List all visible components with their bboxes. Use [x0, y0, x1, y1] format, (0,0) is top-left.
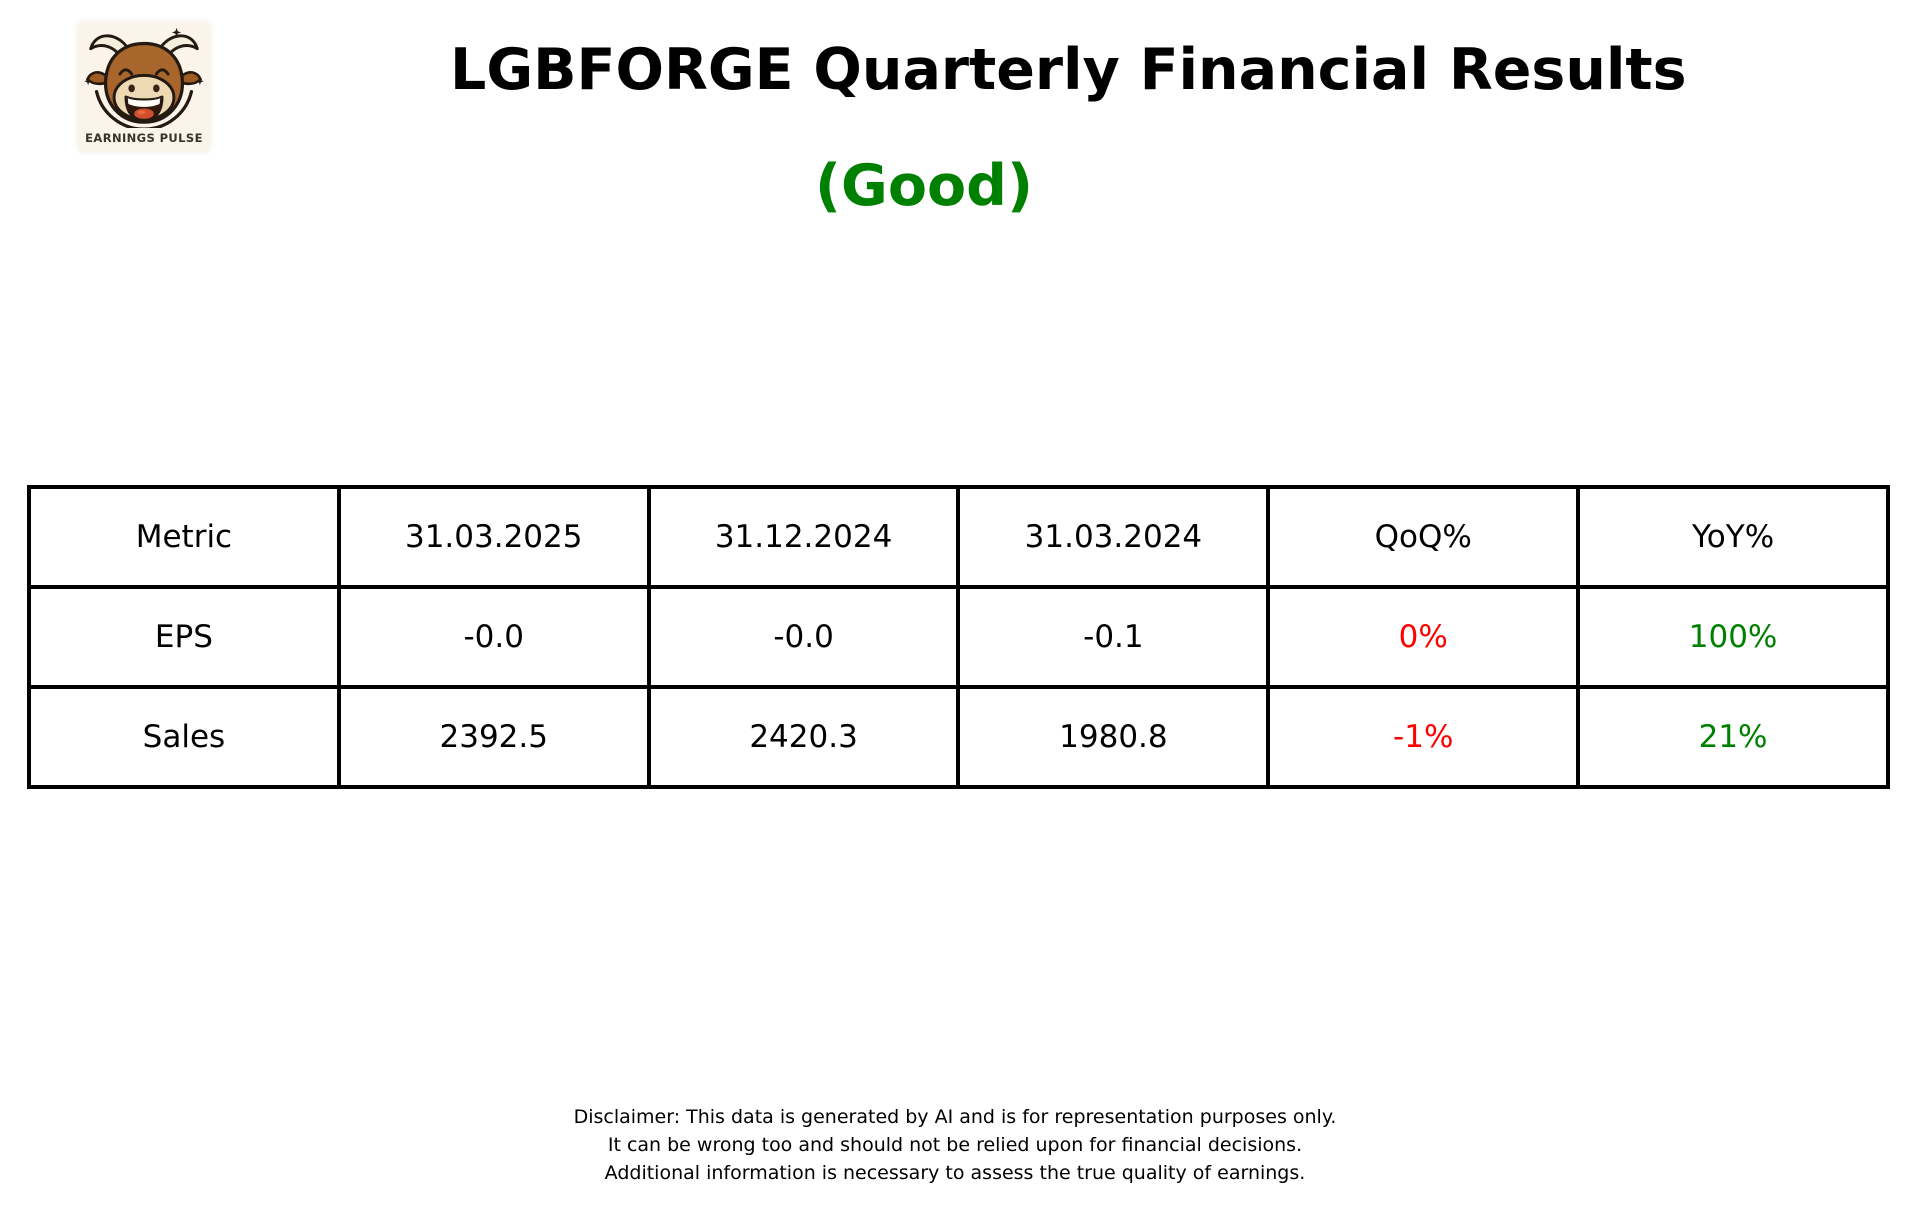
table-header-row: Metric 31.03.2025 31.12.2024 31.03.2024 … [27, 485, 1890, 589]
table-header-metric: Metric [27, 485, 341, 589]
table-cell-metric: Sales [27, 685, 341, 789]
table-row-eps: EPS -0.0 -0.0 -0.1 0% 100% [27, 585, 1890, 689]
disclaimer: Disclaimer: This data is generated by AI… [0, 1103, 1910, 1187]
table-cell-value: 1980.8 [956, 685, 1271, 789]
table-header-yoy: YoY% [1576, 485, 1890, 589]
logo-brand-text: EARNINGS PULSE [85, 131, 203, 145]
table-cell-yoy: 100% [1576, 585, 1890, 689]
table-row-sales: Sales 2392.5 2420.3 1980.8 -1% 21% [27, 685, 1890, 789]
table-cell-value: -0.0 [336, 585, 651, 689]
bull-logo-icon [84, 27, 204, 128]
earnings-pulse-logo: EARNINGS PULSE [78, 22, 210, 152]
table-cell-value: 2392.5 [336, 685, 651, 789]
table-header-qoq: QoQ% [1266, 485, 1581, 589]
disclaimer-line: Additional information is necessary to a… [604, 1162, 1306, 1184]
table-cell-value: 2420.3 [646, 685, 961, 789]
table-cell-yoy: 21% [1576, 685, 1890, 789]
table-cell-metric: EPS [27, 585, 341, 689]
table-header-q2: 31.12.2024 [646, 485, 961, 589]
verdict-label: (Good) [815, 153, 1034, 219]
disclaimer-line: Disclaimer: This data is generated by AI… [573, 1106, 1337, 1128]
table-cell-value: -0.0 [646, 585, 961, 689]
page-title: LGBFORGE Quarterly Financial Results [450, 37, 1687, 103]
table-cell-value: -0.1 [956, 585, 1271, 689]
table-cell-qoq: 0% [1266, 585, 1581, 689]
table-header-q1: 31.03.2025 [336, 485, 651, 589]
table-header-q3: 31.03.2024 [956, 485, 1271, 589]
table-cell-qoq: -1% [1266, 685, 1581, 789]
quarterly-results-table: Metric 31.03.2025 31.12.2024 31.03.2024 … [27, 485, 1890, 789]
disclaimer-line: It can be wrong too and should not be re… [607, 1134, 1303, 1156]
